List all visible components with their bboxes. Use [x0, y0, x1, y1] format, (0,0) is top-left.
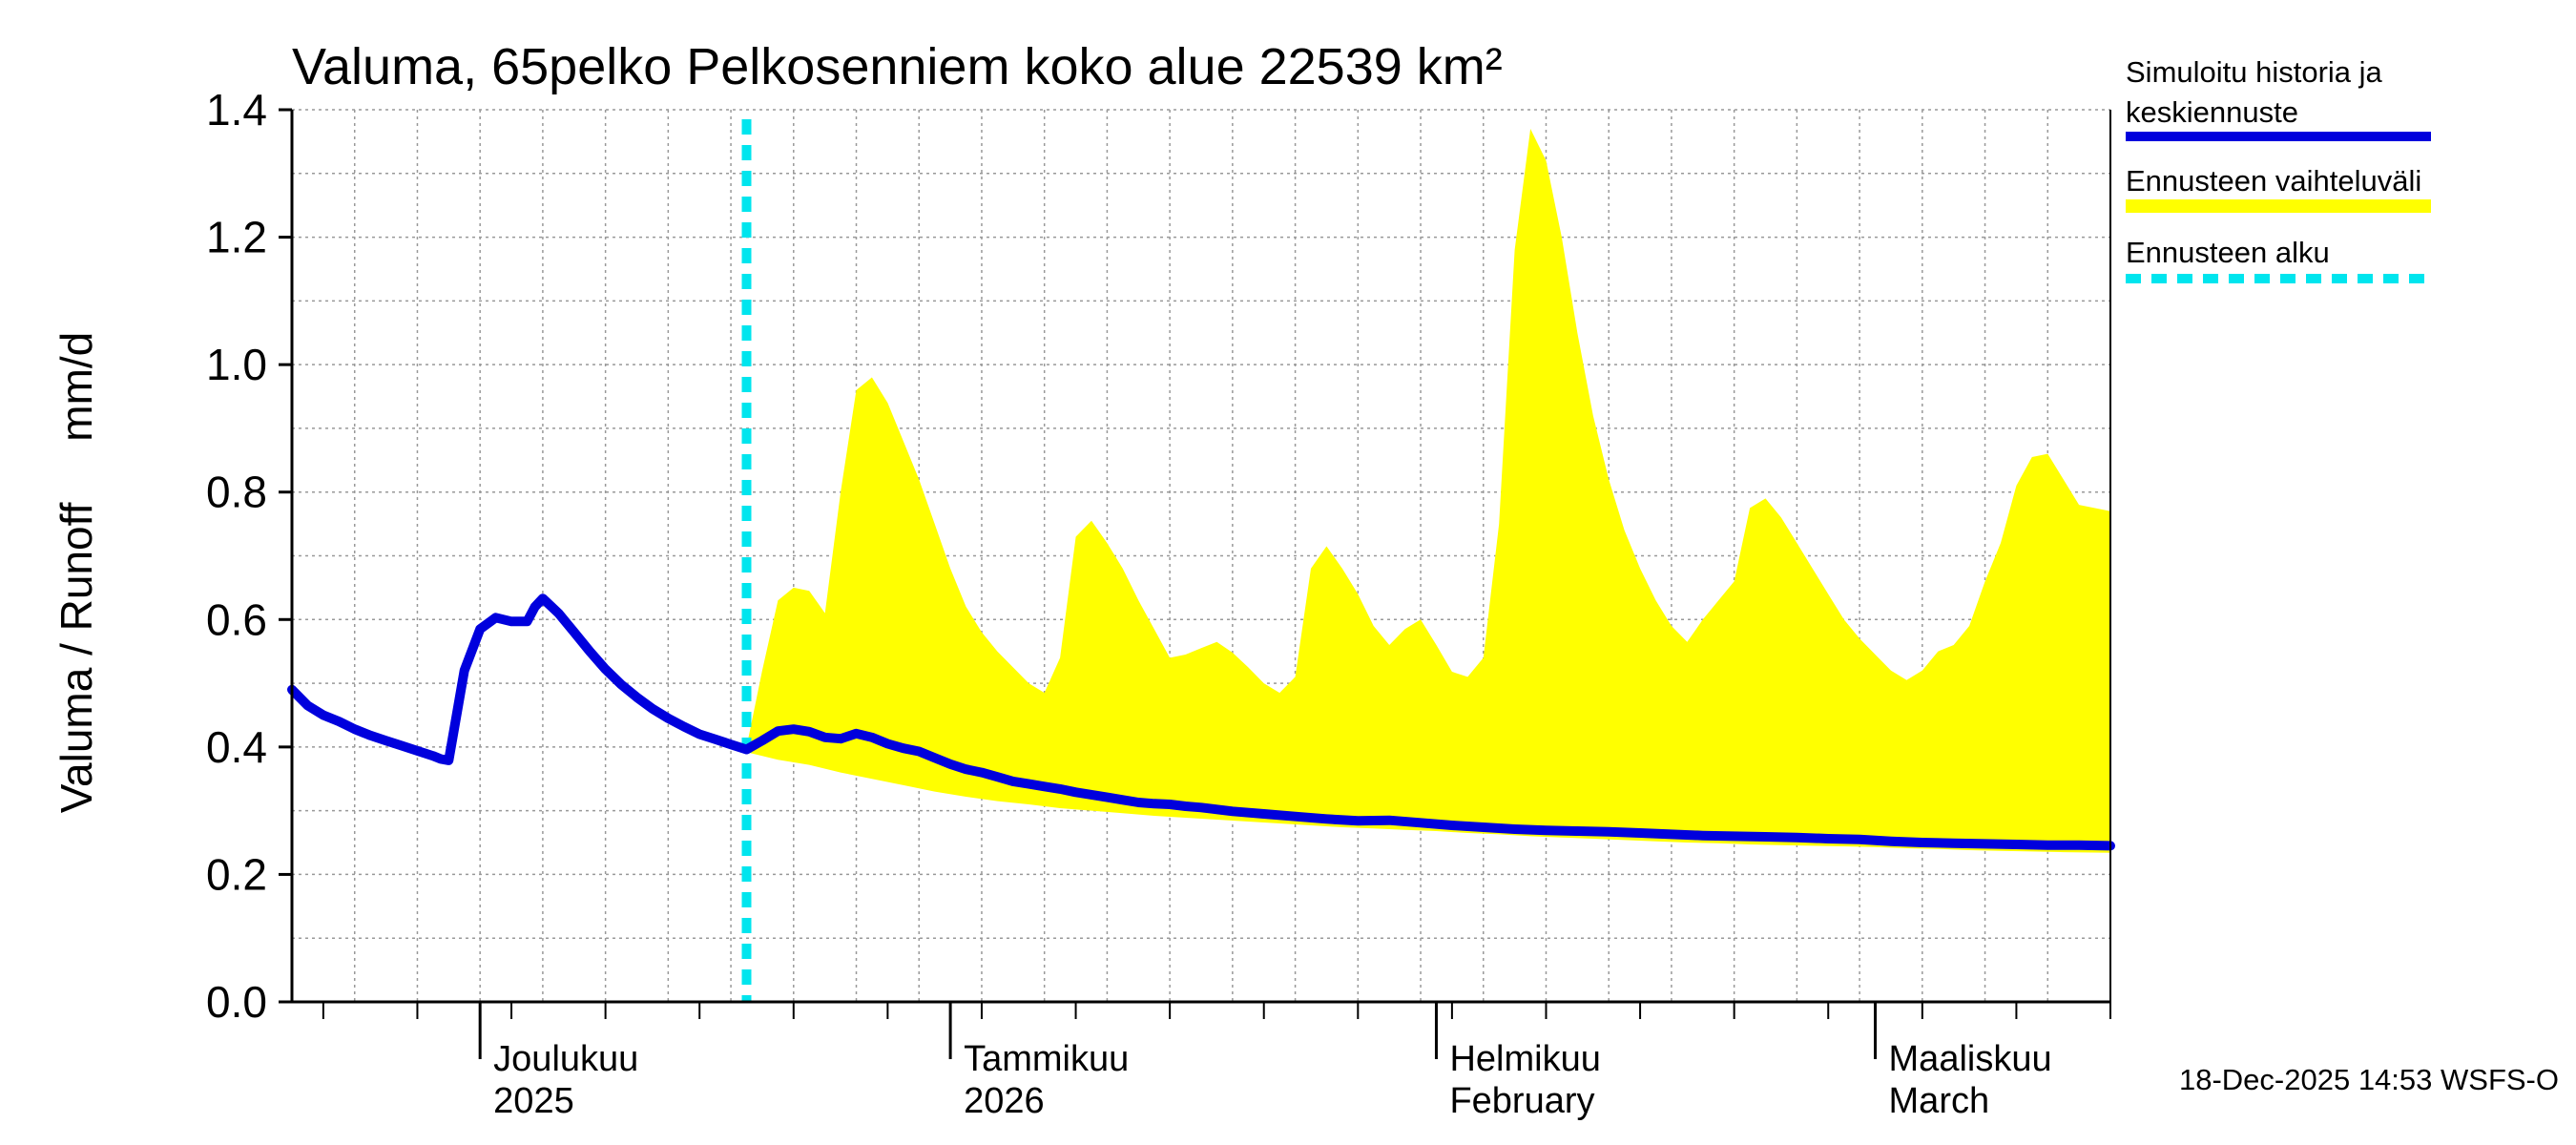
y-tick-label: 0.2: [206, 849, 267, 899]
x-year-label: 2026: [964, 1081, 1045, 1121]
y-tick-label: 0.8: [206, 468, 267, 517]
y-tick-label: 1.0: [206, 340, 267, 389]
series-layer: [287, 593, 2115, 851]
y-tick-label: 1.4: [206, 85, 267, 135]
x-month-label: Maaliskuu: [1889, 1039, 2052, 1079]
legend-label: Simuloitu historia ja: [2126, 55, 2383, 89]
y-tick-label: 0.4: [206, 722, 267, 772]
x-month-label: Joulukuu: [493, 1039, 638, 1079]
y-tick-label: 0.6: [206, 594, 267, 644]
y-tick-label: 1.2: [206, 213, 267, 262]
legend-label: Ennusteen alku: [2126, 236, 2330, 269]
forecast-range-band: [746, 129, 2110, 853]
x-year-label: March: [1889, 1081, 1990, 1121]
forecast-range-band-layer: [746, 129, 2110, 853]
y-axis-label: Valuma / Runoff mm/d: [52, 332, 101, 814]
chart-title: Valuma, 65pelko Pelkosenniem koko alue 2…: [292, 38, 1503, 95]
y-tick-labels: 0.0 0.2 0.4 0.6 0.8 1.0 1.2 1.4: [206, 85, 267, 1027]
legend-label: keskiennuste: [2126, 95, 2298, 129]
legend: Simuloitu historia ja keskiennuste Ennuste…: [2126, 55, 2431, 283]
y-tick-label: 0.0: [206, 977, 267, 1027]
x-month-label: Helmikuu: [1449, 1039, 1600, 1079]
legend-label: Ennusteen vaihteluväli: [2126, 164, 2421, 198]
x-year-label: February: [1449, 1081, 1594, 1121]
x-year-label: 2025: [493, 1081, 574, 1121]
simulated-runoff-line: [287, 593, 2115, 851]
axes: [279, 108, 2111, 1059]
x-month-label: Tammikuu: [964, 1039, 1129, 1079]
timestamp-label: 18-Dec-2025 14:53 WSFS-O: [2179, 1063, 2559, 1096]
